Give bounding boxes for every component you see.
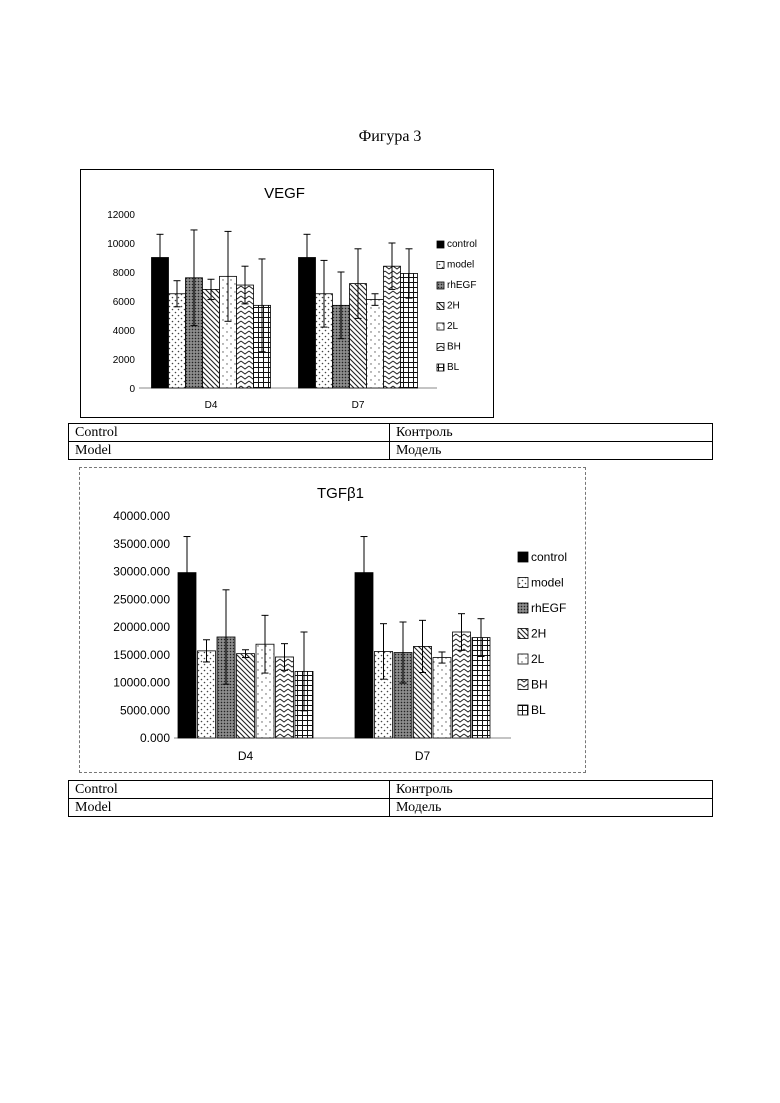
legend-swatch-bh — [437, 344, 444, 351]
legend-label-control: control — [531, 550, 567, 564]
table-cell-ru: Контроль — [390, 424, 713, 442]
legend-swatch-bl — [518, 705, 528, 715]
table-row: Control Контроль — [69, 781, 713, 799]
legend-swatch-2h — [437, 303, 444, 310]
y-tick-label: 15000.000 — [113, 648, 170, 662]
legend-swatch-model — [518, 578, 528, 588]
y-tick-label: 30000.000 — [113, 565, 170, 579]
legend-label-bh: BH — [447, 342, 461, 353]
x-category-label: D4 — [205, 400, 218, 411]
table-cell-en: Model — [69, 442, 390, 460]
table-row: Model Модель — [69, 442, 713, 460]
table-cell-en: Control — [69, 781, 390, 799]
legend-label-2h: 2H — [531, 627, 546, 641]
legend-label-2h: 2H — [447, 301, 460, 312]
tgfb1-chart: TGFβ1 0.000 5000.000 10000.000 15000.000 2000… — [79, 467, 586, 773]
legend-swatch-bl — [437, 364, 444, 371]
legend-swatch-control — [437, 241, 444, 248]
x-category-label: D4 — [238, 749, 254, 763]
y-tick-label: 2000 — [113, 355, 136, 366]
legend-label-bh: BH — [531, 678, 548, 692]
legend-swatch-control — [518, 552, 528, 562]
legend-swatch-bh — [518, 680, 528, 690]
chart-title: VEGF — [264, 185, 305, 202]
vegf-chart: VEGF 0 2000 4000 6000 8000 10000 12000 D4 D7 contr… — [80, 169, 494, 418]
legend-label-rhegf: rhEGF — [531, 601, 566, 615]
bar-model-d4 — [198, 651, 216, 738]
y-tick-label: 10000 — [107, 239, 135, 250]
y-tick-label: 0.000 — [140, 731, 170, 745]
translation-table-1: Control Контроль Model Модель — [68, 423, 713, 460]
table-row: Model Модель — [69, 799, 713, 817]
legend-swatch-2l — [518, 654, 528, 664]
bar-2l-d7 — [433, 658, 451, 738]
legend-label-rhegf: rhEGF — [447, 280, 476, 291]
y-tick-label: 10000.000 — [113, 676, 170, 690]
figure-title: Фигура 3 — [0, 128, 780, 146]
legend-label-bl: BL — [447, 362, 460, 373]
y-tick-label: 8000 — [113, 268, 136, 279]
y-tick-label: 6000 — [113, 297, 136, 308]
legend-label-model: model — [447, 260, 474, 271]
legend-label-model: model — [531, 576, 564, 590]
legend-swatch-2h — [518, 629, 528, 639]
legend-label-control: control — [447, 239, 477, 250]
bar-2h-d4 — [203, 289, 220, 388]
legend-label-2l: 2L — [531, 652, 545, 666]
legend-swatch-rhegf — [437, 282, 444, 289]
tgfb1-chart-svg: TGFβ1 0.000 5000.000 10000.000 15000.000 2000… — [80, 468, 585, 772]
y-tick-label: 35000.000 — [113, 537, 170, 551]
y-tick-label: 40000.000 — [113, 509, 170, 523]
bar-2l-d7 — [367, 300, 384, 388]
bar-model-d4 — [169, 294, 186, 388]
table-row: Control Контроль — [69, 424, 713, 442]
y-tick-label: 4000 — [113, 326, 136, 337]
legend-swatch-2l — [437, 323, 444, 330]
table-cell-en: Control — [69, 424, 390, 442]
legend-swatch-model — [437, 262, 444, 269]
vegf-chart-svg: VEGF 0 2000 4000 6000 8000 10000 12000 D4 D7 contr… — [81, 170, 493, 417]
y-tick-label: 12000 — [107, 210, 135, 221]
legend-swatch-rhegf — [518, 603, 528, 613]
y-tick-label: 5000.000 — [120, 703, 170, 717]
table-cell-ru: Модель — [390, 442, 713, 460]
y-tick-label: 0 — [129, 384, 135, 395]
table-cell-en: Model — [69, 799, 390, 817]
x-category-label: D7 — [352, 400, 365, 411]
bar-2h-d4 — [237, 654, 255, 738]
x-category-label: D7 — [415, 749, 431, 763]
legend-label-2l: 2L — [447, 321, 459, 332]
legend-label-bl: BL — [531, 703, 546, 717]
translation-table-2: Control Контроль Model Модель — [68, 780, 713, 817]
chart-title: TGFβ1 — [317, 485, 364, 502]
y-tick-label: 20000.000 — [113, 620, 170, 634]
table-cell-ru: Контроль — [390, 781, 713, 799]
table-cell-ru: Модель — [390, 799, 713, 817]
y-tick-label: 25000.000 — [113, 592, 170, 606]
